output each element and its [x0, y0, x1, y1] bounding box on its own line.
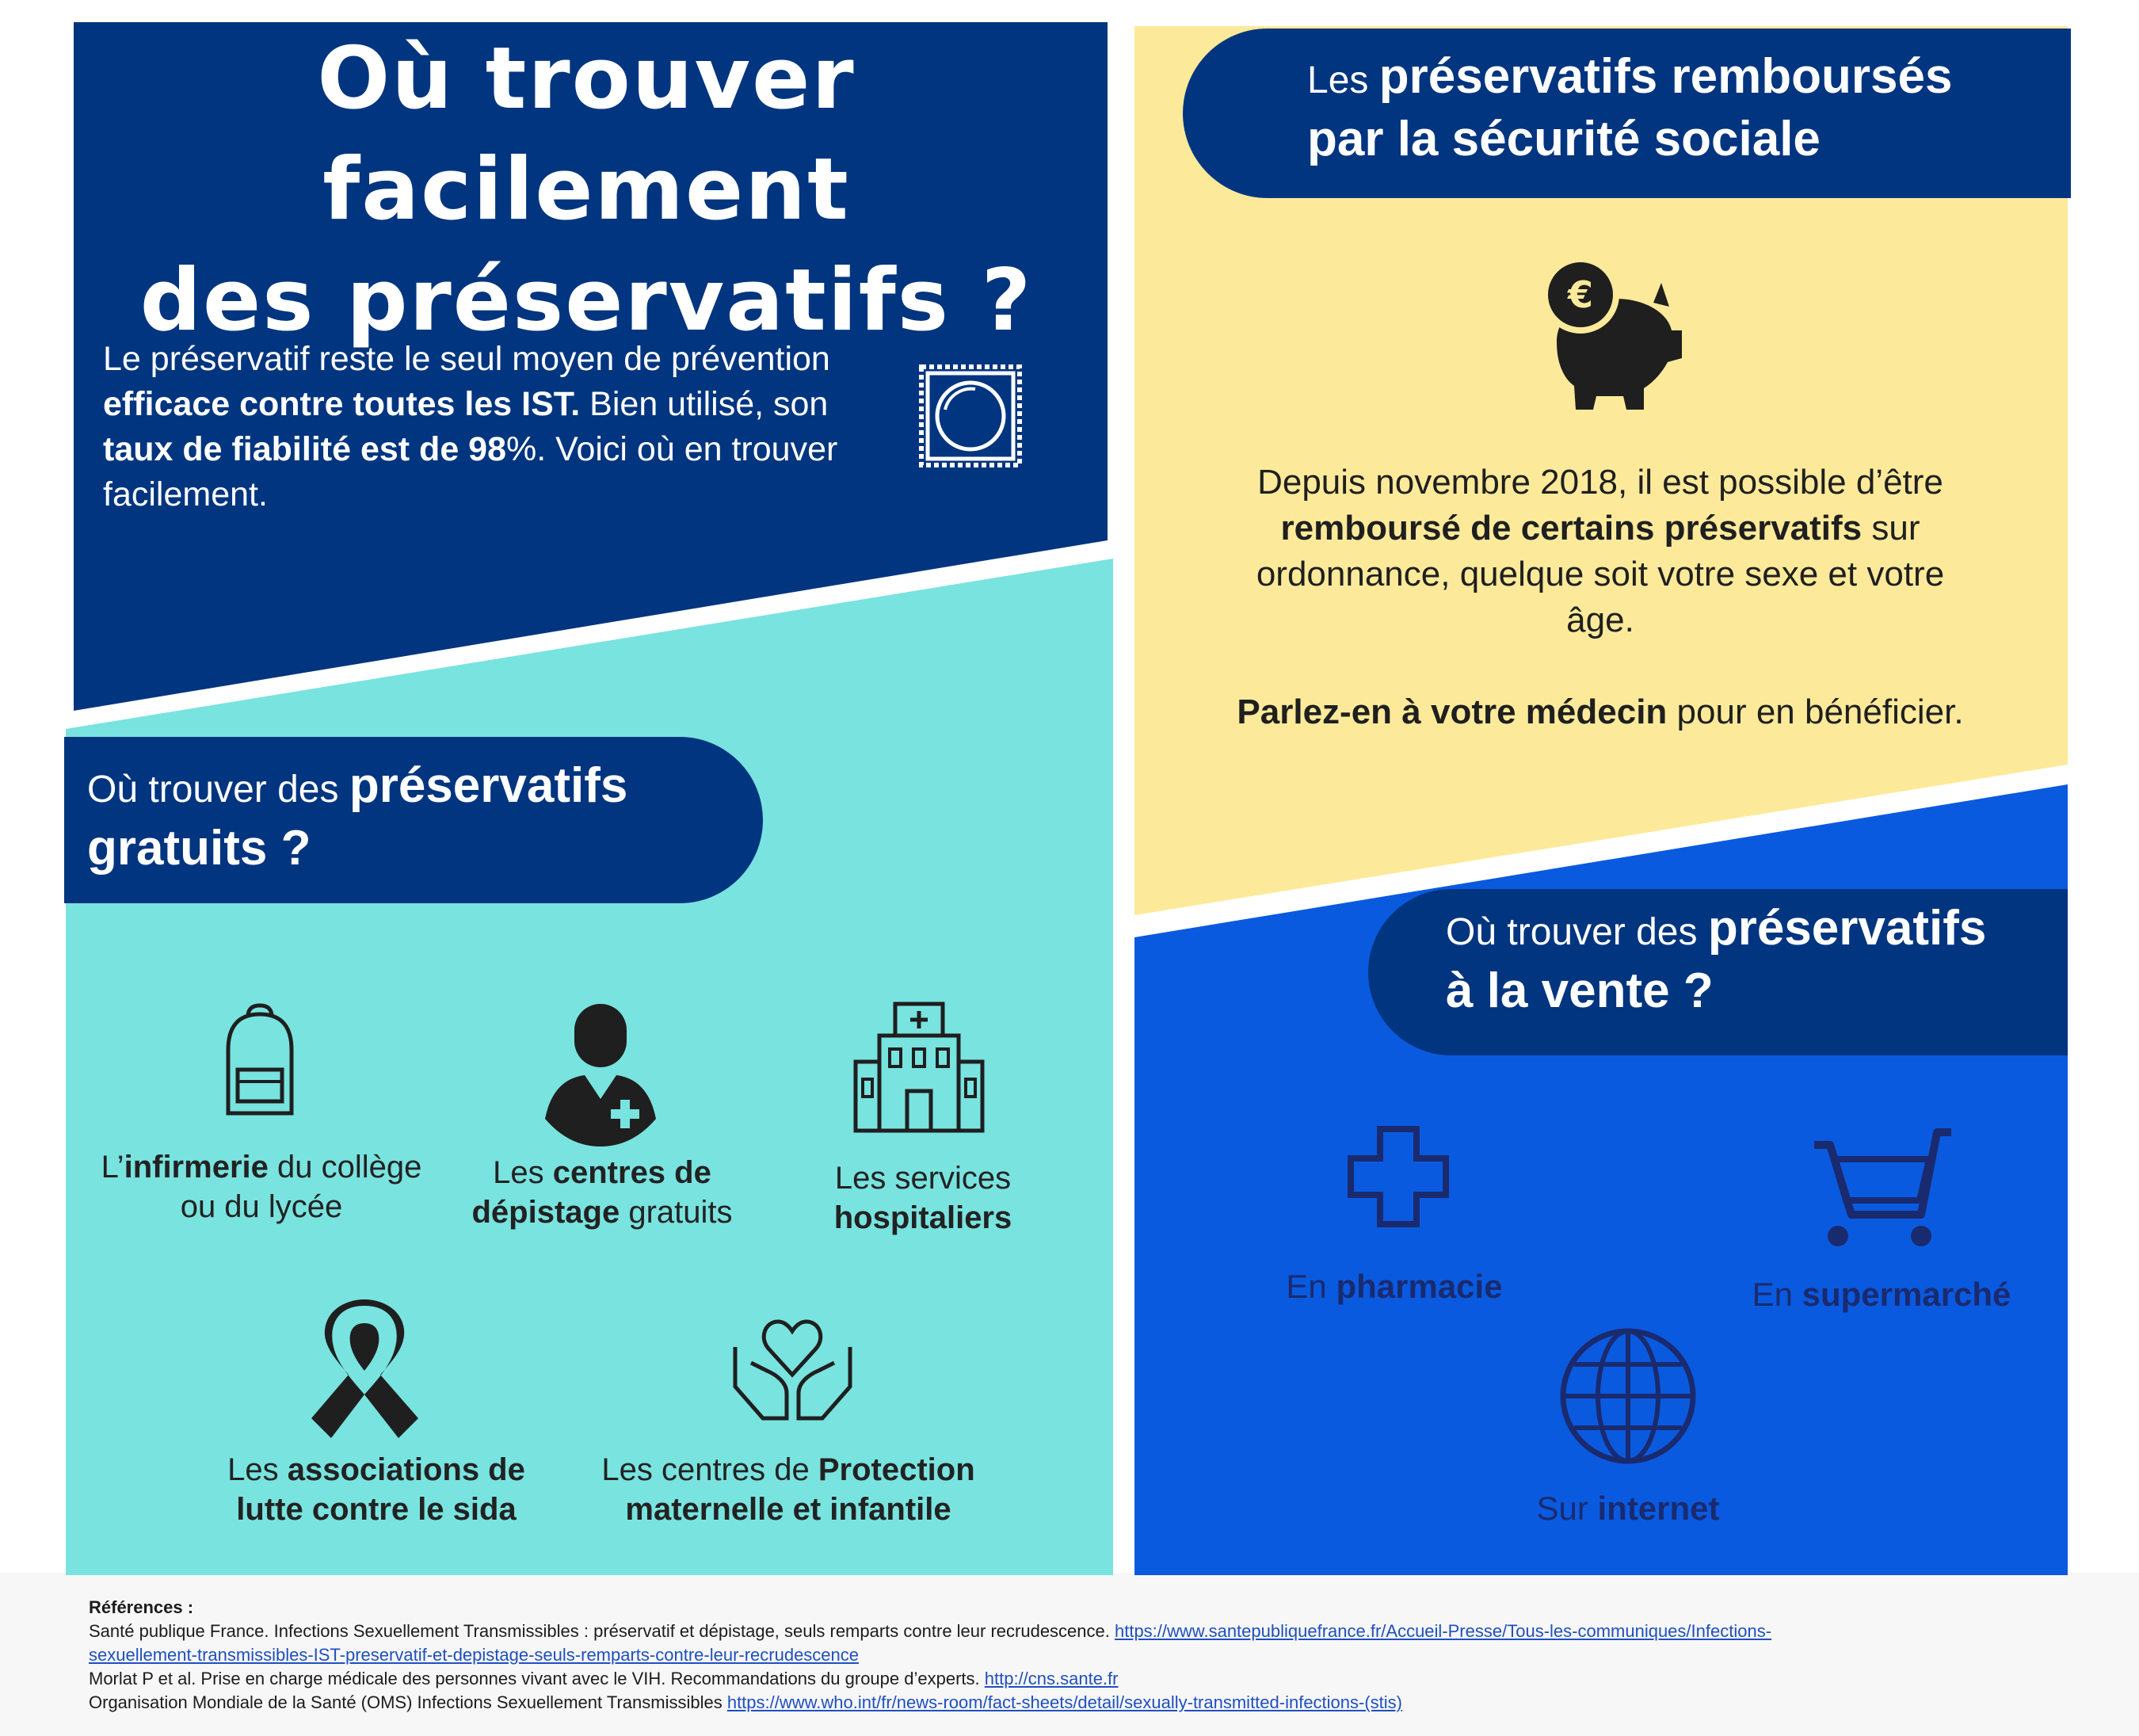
- free-item-hospitaliers: Les services hospitaliers: [833, 1161, 1012, 1235]
- page-title: Où trouver facilement des préservatifs ?: [63, 24, 1109, 357]
- navy-panel: [74, 22, 1108, 711]
- condom-package-icon: [919, 364, 1022, 467]
- sale-item-internet: Sur internet: [1536, 1490, 1720, 1527]
- title-line-1: Où trouver facilement: [317, 29, 856, 239]
- sale-heading: Où trouver des préservatifs à la vente ?: [1446, 901, 1987, 1018]
- references: Références : Santé publique France. Infe…: [89, 1597, 1772, 1712]
- doctor-icon: [545, 1004, 656, 1147]
- reimbursed-heading: Les préservatifs remboursés par la sécur…: [1307, 49, 1953, 166]
- hands-heart-icon: [733, 1319, 852, 1421]
- title-line-2: des préservatifs ?: [139, 251, 1033, 350]
- piggy-bank-euro-icon: €: [1542, 256, 1682, 410]
- ref-link-who[interactable]: https://www.who.int/fr/news-room/fact-sh…: [726, 1692, 1403, 1712]
- free-item-depistage: Les centres de dépistage gratuits: [471, 1155, 733, 1230]
- hospital-icon: [853, 1002, 985, 1133]
- backpack-icon: [226, 1003, 294, 1116]
- free-item-associations: Les associations de lutte contre le sida: [227, 1452, 525, 1527]
- reimbursed-paragraph: Depuis novembre 2018, il est possible d’…: [1237, 463, 1964, 731]
- sale-item-pharmacie: En pharmacie: [1286, 1268, 1503, 1305]
- intro-text: Le préservatif reste le seul moyen de pr…: [103, 340, 838, 513]
- sale-item-supermarche: En supermarché: [1752, 1276, 2011, 1313]
- free-heading: Où trouver des préservatifs gratuits ?: [87, 758, 628, 876]
- yellow-panel: [1134, 26, 2068, 915]
- globe-icon: [1560, 1328, 1696, 1464]
- ref-link-santepublique[interactable]: https://www.santepubliquefrance.fr/Accue…: [1114, 1621, 1772, 1641]
- free-item-infirmerie: L’infirmerie du collège ou du lycée: [101, 1150, 422, 1224]
- ref-link-santepublique-cont[interactable]: sexuellement-transmissibles-IST-preserva…: [89, 1645, 860, 1665]
- pharmacy-cross-icon: [1348, 1126, 1449, 1227]
- ref-link-cns[interactable]: http://cns.sante.fr: [984, 1669, 1119, 1688]
- sale-pill: [1368, 889, 2068, 1055]
- shopping-cart-icon: [1814, 1128, 1951, 1246]
- svg-text:€: €: [1567, 273, 1593, 316]
- free-item-pmi: Les centres de Protection maternelle et …: [601, 1452, 975, 1527]
- free-pill: [64, 737, 763, 903]
- reimbursed-pill: [1183, 29, 2071, 198]
- aids-ribbon-icon: [311, 1299, 418, 1438]
